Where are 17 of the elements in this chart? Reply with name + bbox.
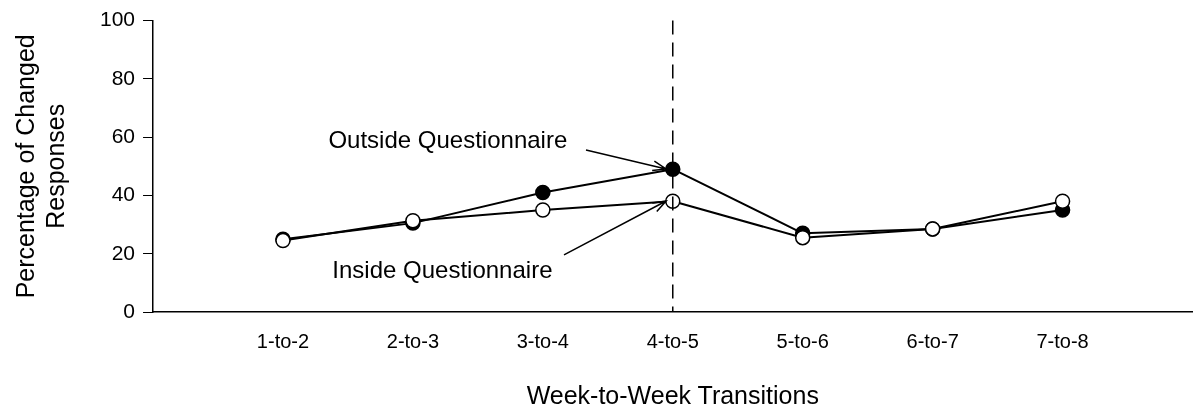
y-tick-label: 100 [99,7,136,31]
y-tick-label: 80 [111,65,136,89]
x-tick-label: 5-to-6 [776,329,829,352]
y-tick-label: 40 [111,182,136,206]
y-tick-label: 60 [111,123,136,147]
x-tick-label: 7-to-8 [1036,329,1089,352]
x-tick-label: 6-to-7 [906,329,959,352]
y-tick-label: 0 [123,298,136,322]
y-axis-title: Percentage of Changed Responses [10,34,69,299]
x-axis-title: Week-to-Week Transitions [526,380,819,409]
x-tick-label: 3-to-4 [516,329,569,352]
x-tick-label: 1-to-2 [256,329,310,352]
annotation: Outside Questionnaire [328,126,568,155]
annotation: Inside Questionnaire [332,255,553,284]
x-tick-label: 4-to-5 [646,329,699,352]
x-tick-label: 2-to-3 [386,329,440,352]
y-tick-label: 20 [111,240,136,264]
